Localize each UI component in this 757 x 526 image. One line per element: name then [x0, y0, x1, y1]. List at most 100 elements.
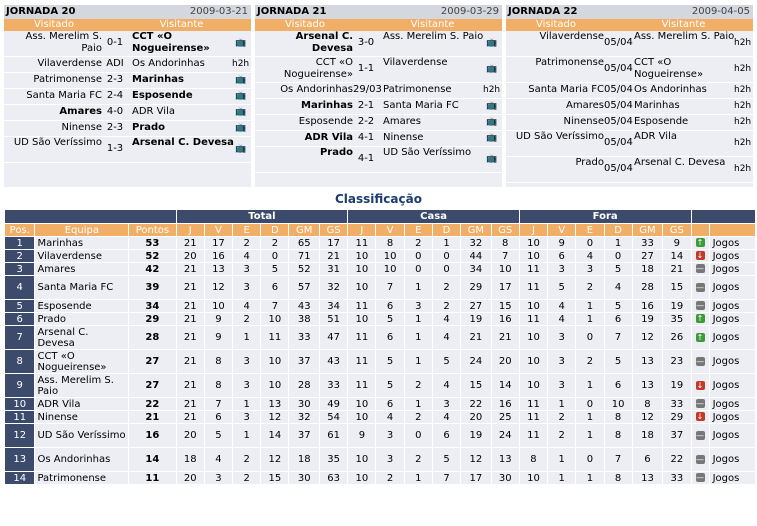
h2h-link[interactable]: h2h: [734, 85, 752, 95]
points: 14: [128, 447, 177, 472]
score[interactable]: 4-0: [106, 106, 124, 117]
score[interactable]: 2-1: [357, 100, 375, 111]
jogos-link[interactable]: Jogos: [708, 471, 757, 485]
team-name[interactable]: Ninense: [34, 410, 130, 424]
h2h-link[interactable]: h2h: [734, 101, 752, 111]
jogos-link[interactable]: Jogos: [708, 275, 757, 300]
score[interactable]: 2-3: [106, 122, 124, 133]
tv-icon[interactable]: 📺: [235, 38, 247, 48]
team-name[interactable]: CCT «O Nogueirense»: [34, 349, 130, 374]
jogos-link[interactable]: Jogos: [708, 349, 757, 374]
jogos-link[interactable]: Jogos: [708, 262, 757, 276]
total-stat: 5: [203, 423, 234, 448]
total-stat: 1: [232, 325, 262, 350]
score[interactable]: 05/04: [604, 163, 633, 174]
jogos-link[interactable]: Jogos: [708, 299, 757, 313]
team-name[interactable]: Os Andorinhas: [34, 447, 130, 472]
fora-stat: 35: [662, 312, 692, 326]
fora-stat: 9: [547, 236, 577, 250]
team-name[interactable]: Prado: [34, 312, 130, 326]
score[interactable]: 2-4: [106, 90, 124, 101]
score[interactable]: 2-2: [357, 116, 375, 127]
score[interactable]: 05/04: [604, 84, 633, 95]
fora-stat: 10: [518, 349, 549, 374]
team-name[interactable]: Ass. Merelim S. Paio: [34, 373, 130, 398]
h2h-link[interactable]: h2h: [734, 38, 752, 48]
total-stat: 21: [175, 325, 205, 350]
tv-icon[interactable]: 📺: [235, 91, 247, 101]
fora-stat: 4: [575, 249, 605, 263]
score[interactable]: 3-0: [357, 37, 375, 48]
jogos-link[interactable]: Jogos: [708, 312, 757, 326]
fora-stat: 7: [603, 447, 633, 472]
tv-icon[interactable]: 📺: [486, 154, 498, 164]
casa-stat: 10: [375, 262, 405, 276]
team-name[interactable]: Santa Maria FC: [34, 275, 130, 300]
score[interactable]: ADI: [106, 58, 124, 69]
team-name[interactable]: UD São Veríssimo: [34, 423, 130, 448]
tv-icon[interactable]: 📺: [486, 117, 498, 127]
team-name[interactable]: Arsenal C. Devesa: [34, 325, 130, 350]
h2h-link[interactable]: h2h: [734, 164, 752, 174]
jogos-link[interactable]: Jogos: [708, 423, 757, 448]
jogos-link[interactable]: Jogos: [708, 325, 757, 350]
team-name[interactable]: ADR Vila: [34, 397, 130, 411]
tv-icon[interactable]: 📺: [235, 75, 247, 85]
jornada-header: JORNADA 22 2009-04-05: [506, 5, 753, 19]
h2h-link[interactable]: h2h: [232, 59, 250, 69]
score[interactable]: 0-1: [106, 37, 124, 48]
score[interactable]: 1-3: [106, 143, 124, 154]
team-name[interactable]: Vilaverdense: [34, 249, 130, 263]
home-team: Ninense: [61, 122, 102, 133]
col-stat: GM: [631, 223, 664, 237]
home-team: Ninense: [563, 116, 604, 127]
team-name[interactable]: Amares: [34, 262, 130, 276]
jogos-link[interactable]: Jogos: [708, 397, 757, 411]
score[interactable]: 1-1: [357, 63, 375, 74]
score[interactable]: 2-3: [106, 74, 124, 85]
fora-stat: 0: [575, 236, 605, 250]
jogos-link[interactable]: Jogos: [708, 447, 757, 472]
trend-up-icon: ↑: [695, 238, 705, 247]
tv-icon[interactable]: 📺: [235, 107, 247, 117]
score[interactable]: 05/04: [604, 100, 633, 111]
fora-stat: 8: [631, 397, 664, 411]
score[interactable]: 4-1: [357, 153, 375, 164]
fora-stat: 3: [547, 373, 577, 398]
fora-stat: 3: [575, 262, 605, 276]
score[interactable]: 4-1: [357, 132, 375, 143]
score[interactable]: 05/04: [604, 63, 633, 74]
tv-icon[interactable]: 📺: [486, 101, 498, 111]
h2h-link[interactable]: h2h: [734, 64, 752, 74]
team-name[interactable]: Esposende: [34, 299, 130, 313]
jogos-link[interactable]: Jogos: [708, 410, 757, 424]
jogos-link[interactable]: Jogos: [708, 249, 757, 263]
score[interactable]: 05/04: [604, 37, 633, 48]
h2h-link[interactable]: h2h: [734, 138, 752, 148]
tv-icon[interactable]: 📺: [486, 38, 498, 48]
jogos-link[interactable]: Jogos: [708, 373, 757, 398]
tv-icon[interactable]: 📺: [235, 123, 247, 133]
tv-icon[interactable]: 📺: [486, 133, 498, 143]
total-stat: 6: [203, 410, 234, 424]
tv-icon[interactable]: 📺: [235, 144, 247, 154]
trend-cell: ↓: [690, 410, 710, 424]
away-team: ADR Vila: [132, 106, 175, 117]
h2h-link[interactable]: h2h: [483, 85, 501, 95]
h2h-link[interactable]: h2h: [734, 117, 752, 127]
casa-stat: 10: [347, 471, 377, 485]
trend-cell: —: [690, 262, 710, 276]
team-name[interactable]: Marinhas: [34, 236, 130, 250]
score[interactable]: 05/04: [604, 137, 633, 148]
score[interactable]: 29/03: [353, 84, 382, 95]
total-stat: 21: [318, 249, 349, 263]
fora-stat: 0: [603, 249, 633, 263]
team-name[interactable]: Patrimonense: [34, 471, 130, 485]
tv-icon[interactable]: 📺: [486, 64, 498, 74]
total-stat: 31: [318, 262, 349, 276]
game-row: Prado 05/04 Arsenal C. Devesa h2h: [506, 157, 753, 183]
total-stat: 2: [232, 312, 262, 326]
casa-stat: 20: [460, 410, 492, 424]
jogos-link[interactable]: Jogos: [708, 236, 757, 250]
score[interactable]: 05/04: [604, 116, 633, 127]
